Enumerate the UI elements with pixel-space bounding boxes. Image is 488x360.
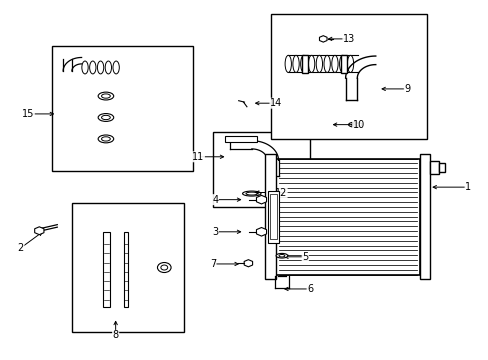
Ellipse shape: [316, 55, 322, 72]
Bar: [267, 191, 278, 243]
Text: 12: 12: [274, 188, 286, 198]
Bar: [341, 55, 346, 73]
Ellipse shape: [98, 92, 114, 100]
Bar: [265, 154, 276, 279]
Ellipse shape: [102, 115, 110, 120]
Text: 7: 7: [209, 259, 216, 269]
Ellipse shape: [324, 55, 329, 72]
Ellipse shape: [339, 55, 345, 72]
Ellipse shape: [346, 55, 353, 72]
Ellipse shape: [351, 123, 359, 126]
Text: 9: 9: [404, 84, 409, 94]
Bar: [52, 46, 193, 171]
Ellipse shape: [102, 137, 110, 141]
Bar: [72, 203, 183, 332]
Ellipse shape: [276, 253, 287, 258]
Ellipse shape: [279, 255, 285, 257]
Text: 10: 10: [352, 120, 364, 130]
Bar: [302, 55, 307, 73]
Ellipse shape: [98, 113, 114, 121]
Ellipse shape: [348, 122, 362, 127]
Ellipse shape: [81, 61, 88, 74]
Ellipse shape: [292, 55, 299, 72]
Text: 5: 5: [302, 252, 308, 262]
Ellipse shape: [102, 94, 110, 98]
Text: 15: 15: [22, 109, 34, 119]
Bar: [276, 158, 419, 275]
Ellipse shape: [331, 55, 337, 72]
Text: 3: 3: [212, 227, 218, 237]
Bar: [271, 14, 426, 139]
Ellipse shape: [89, 61, 96, 74]
Bar: [224, 136, 256, 143]
Ellipse shape: [300, 55, 306, 72]
Ellipse shape: [308, 55, 314, 72]
Bar: [269, 194, 276, 239]
Text: 14: 14: [269, 98, 282, 108]
Ellipse shape: [285, 55, 291, 72]
Bar: [419, 154, 429, 279]
Ellipse shape: [157, 262, 171, 273]
Text: 4: 4: [212, 195, 218, 204]
Ellipse shape: [113, 61, 119, 74]
Text: 11: 11: [192, 152, 204, 162]
Text: 1: 1: [464, 182, 470, 192]
Ellipse shape: [242, 191, 261, 196]
Bar: [123, 232, 128, 307]
Bar: [429, 161, 438, 174]
Ellipse shape: [105, 61, 111, 74]
Ellipse shape: [161, 265, 167, 270]
Text: 8: 8: [112, 330, 119, 341]
Ellipse shape: [97, 61, 103, 74]
Bar: [438, 163, 444, 172]
Text: 13: 13: [342, 34, 354, 44]
Ellipse shape: [98, 135, 114, 143]
Ellipse shape: [245, 192, 257, 195]
Text: 6: 6: [306, 284, 312, 294]
Text: 2: 2: [18, 243, 24, 253]
Bar: [103, 232, 110, 307]
Bar: [212, 132, 309, 207]
